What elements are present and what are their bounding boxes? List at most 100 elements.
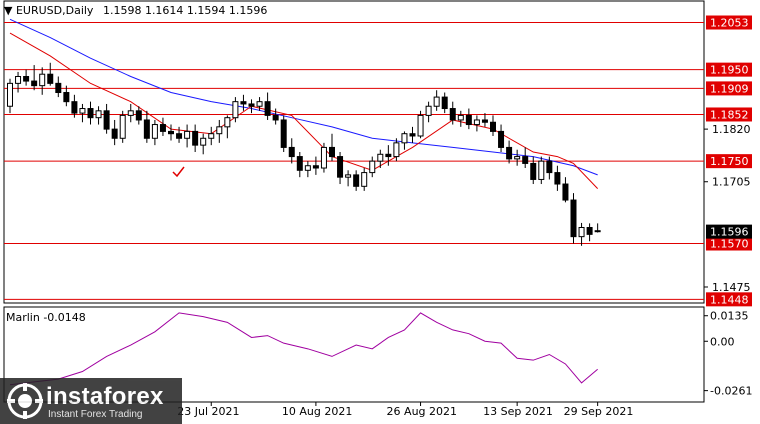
candle-body [337,156,344,178]
watermark-tagline: Instant Forex Trading [48,409,143,420]
axis-labels: 1.1820 1.1705 1.1475 23 Jul 2021 10 Aug 2021… [177,123,750,418]
triangle-down-icon[interactable]: ▼ [4,4,13,17]
candle-body [87,108,94,119]
candle-body [345,174,352,178]
date-tick-label: 10 Aug 2021 [282,405,352,418]
candle-body [465,114,472,126]
current-price-box [706,224,752,239]
candle-body [23,76,30,82]
candle-body [216,126,223,135]
candle-body [425,105,432,116]
candle-body [232,101,239,119]
level-label: 1.1950 [710,64,749,77]
chart-header: ▼ EURUSD,Daily 1.1598 1.1614 1.1594 1.15… [4,4,267,17]
candle-body [184,130,191,139]
date-tick-label: 29 Sep 2021 [564,405,634,418]
horizontal-levels: 1.2053 1.1950 1.1909 1.1852 1.1750 1.1570 1.14… [4,15,752,307]
candle-body [369,160,376,174]
level-label: 1.1570 [710,238,749,251]
candle-body [449,108,456,121]
level-label-box [706,107,752,122]
candle-body [433,96,440,107]
candle-body [385,153,392,158]
price-tick-label: 1.1475 [712,281,751,294]
candle-body [15,76,22,84]
candle-body [473,119,480,126]
candle-body [409,133,416,137]
candle-body [39,73,46,87]
candle-body [103,110,110,130]
level-label-box [706,154,752,169]
date-tick-label: 13 Sep 2021 [483,405,553,418]
candle-body [377,153,384,162]
candle-body [95,110,102,119]
candle-body [288,146,295,158]
ohlc-label: 1.1598 1.1614 1.1594 1.1596 [102,4,268,17]
price-tick-label: 1.1820 [712,123,751,136]
symbol-label: EURUSD,Daily [15,4,94,17]
candle-body [71,101,78,114]
candle-body [55,82,62,94]
moving-average-line [9,18,598,176]
oscillator-tick-label: 0.00 [710,335,735,348]
annotations [172,166,185,178]
candle-body [192,130,199,146]
level-label: 1.1852 [710,108,749,121]
candle-body [393,142,400,158]
candle-body [578,227,585,238]
instaforex-logo-icon [7,383,43,419]
candle-body [562,183,569,201]
candle-body [47,73,54,84]
oscillator-pane-border [3,306,705,403]
candle-body [329,146,335,158]
candle-body [554,172,561,185]
candle-body [168,130,174,135]
price-pane-border [3,0,705,304]
candle-body [240,101,247,105]
oscillator-tick-label: -0.0261 [710,385,752,398]
level-label: 1.2053 [710,17,749,30]
candle-body [417,114,424,137]
level-label-box [706,236,752,251]
candle-body [7,82,13,107]
level-label: 1.1909 [710,82,749,95]
candle-body [224,117,231,128]
candle-body [361,172,368,187]
candle-body [594,230,601,233]
candle-body [31,80,38,87]
candle-body [280,119,287,148]
oscillator-line [9,312,598,386]
candle-body [320,146,327,169]
candle-body [353,174,360,187]
candle-body [176,133,183,139]
candle-body [296,156,303,171]
candle-body [401,133,408,144]
date-tick-label: 26 Aug 2021 [387,405,457,418]
candle-body [538,160,545,180]
candle-body [498,130,505,148]
level-label-box [706,15,752,30]
candle-body [256,101,263,107]
candle-body [586,227,593,235]
candle-body [490,121,496,132]
candle-body [248,103,255,107]
checkmark-annotation [172,166,185,178]
candle-body [570,199,577,238]
date-tick-label: 23 Jul 2021 [177,405,239,418]
oscillator-label: Marlin -0.0148 [6,311,86,324]
candle-body [200,137,207,146]
candle-body [481,119,488,123]
level-label: 1.1750 [710,155,749,168]
candle-body [264,101,271,116]
watermark: instaforex Instant Forex Trading [0,378,182,424]
level-label-box [706,292,752,307]
level-label-box [706,62,752,77]
candle-body [457,114,464,121]
candle-body [514,156,521,160]
level-label: 1.1448 [710,293,749,306]
chart-frame [3,0,705,403]
candle-body [135,110,142,121]
oscillator-tick-label: 0.0135 [710,310,749,323]
candle-body [506,146,513,160]
